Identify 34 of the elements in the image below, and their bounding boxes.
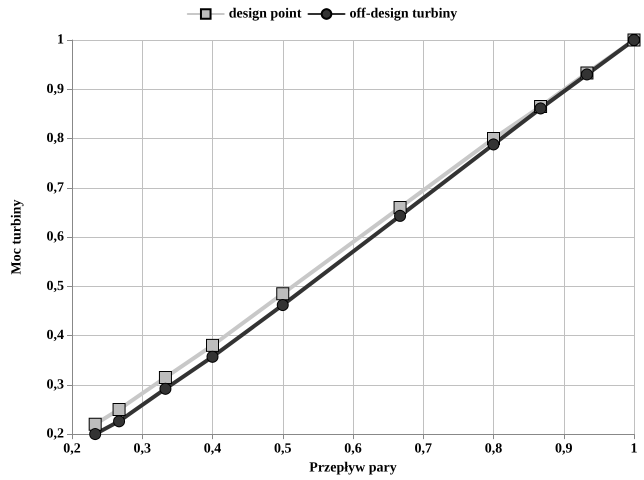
- x-tick-label: 0,3: [134, 442, 151, 457]
- y-tick-label: 0,6: [46, 230, 64, 245]
- y-axis-title: Moc turbiny: [10, 200, 24, 275]
- x-tick-label: 0,8: [484, 442, 502, 457]
- x-tick-label: 0,4: [204, 442, 222, 457]
- y-tick-label: 1: [57, 32, 64, 48]
- x-tick-label: 0,6: [344, 442, 362, 457]
- point: [488, 138, 500, 150]
- y-tick-label: 0,7: [46, 180, 64, 196]
- x-tick-label: 0,9: [555, 442, 572, 457]
- point: [159, 382, 172, 395]
- point: [206, 338, 219, 352]
- point: [206, 350, 218, 363]
- x-tick-label: 1: [630, 442, 638, 457]
- legend-label: design point: [228, 6, 302, 22]
- x-axis-title: Przepływ pary: [309, 460, 397, 476]
- point: [112, 402, 126, 416]
- legend-label: off-design turbiny: [350, 6, 458, 22]
- y-tick-label: 0,9: [46, 82, 64, 97]
- point: [276, 287, 290, 300]
- y-tick-label: 0,4: [46, 328, 64, 344]
- x-tick-label: 0,2: [63, 442, 81, 457]
- y-tick-label: 0,2: [46, 426, 64, 442]
- x-tick-label: 0,7: [414, 442, 432, 457]
- point: [113, 415, 126, 428]
- x-tick-label: 0,5: [274, 442, 292, 457]
- point: [276, 299, 289, 312]
- y-tick-label: 0,3: [46, 377, 64, 392]
- y-tick-label: 0,8: [46, 131, 64, 146]
- point: [88, 418, 102, 431]
- y-tick-label: 0,5: [46, 278, 64, 294]
- point: [158, 370, 172, 384]
- point: [394, 210, 406, 222]
- point: [89, 428, 102, 440]
